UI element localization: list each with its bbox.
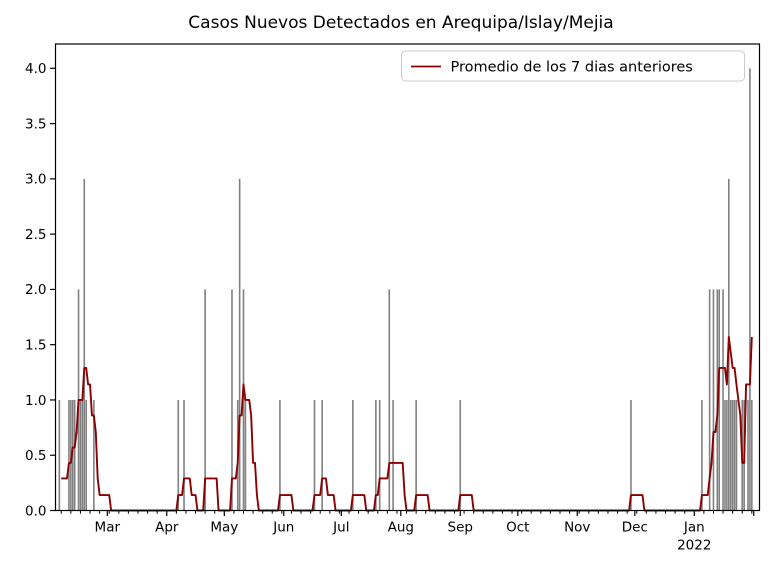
plot-contents: 0.0 0.5 1.0 1.5 2.0 2.5 3.0 3.5 4.0 Mar Apr May Jun J… bbox=[25, 61, 755, 554]
x-tick-label: Jan bbox=[683, 520, 705, 536]
x-tick-label: Nov bbox=[564, 520, 590, 536]
legend-box bbox=[401, 50, 745, 82]
daily-cases-bar bbox=[388, 289, 391, 511]
daily-cases-bar bbox=[718, 289, 721, 511]
y-tick-label: 0.5 bbox=[25, 448, 46, 464]
y-tick-label: 3.0 bbox=[25, 172, 46, 188]
daily-cases-bar bbox=[708, 289, 711, 511]
daily-cases-bar bbox=[244, 399, 247, 511]
daily-cases-bar bbox=[724, 399, 726, 511]
daily-cases-bar bbox=[313, 399, 316, 511]
daily-cases-bar bbox=[81, 399, 84, 511]
daily-cases-bar bbox=[231, 289, 233, 511]
daily-cases-bar bbox=[701, 399, 703, 511]
x-year-label: 2022 bbox=[677, 538, 711, 554]
daily-cases-bar bbox=[85, 399, 87, 511]
daily-cases-bar bbox=[630, 399, 632, 511]
daily-cases-bar bbox=[415, 399, 417, 511]
daily-cases-bar bbox=[58, 399, 61, 511]
daily-cases-bar bbox=[735, 399, 738, 511]
x-tick-label: Jul bbox=[332, 520, 349, 536]
daily-cases-bar bbox=[93, 399, 95, 511]
daily-cases-bar bbox=[751, 399, 753, 511]
daily-cases-bar bbox=[79, 399, 82, 511]
x-tick-label: Aug bbox=[388, 520, 414, 536]
x-tick-label: Mar bbox=[95, 520, 121, 536]
daily-cases-bar bbox=[392, 399, 394, 511]
daily-cases-bar bbox=[726, 399, 728, 511]
x-tick-label: Oct bbox=[506, 520, 529, 536]
daily-cases-bar bbox=[378, 399, 381, 511]
chart-title: Casos Nuevos Detectados en Arequipa/Isla… bbox=[188, 13, 613, 33]
daily-cases-bar bbox=[749, 68, 751, 511]
daily-cases-bar bbox=[73, 399, 76, 511]
daily-cases-bar bbox=[279, 399, 281, 511]
daily-cases-bar bbox=[183, 399, 185, 511]
y-tick-label: 0.0 bbox=[25, 503, 46, 519]
daily-cases-bar bbox=[731, 399, 734, 511]
y-tick-label: 1.5 bbox=[25, 337, 46, 353]
x-tick-label: Sep bbox=[448, 520, 473, 536]
x-tick-label: Jun bbox=[272, 520, 294, 536]
y-tick-label: 3.5 bbox=[25, 116, 46, 132]
plot-border bbox=[54, 43, 761, 512]
y-tick-label: 2.5 bbox=[25, 227, 46, 243]
daily-cases-bar bbox=[321, 399, 323, 511]
x-tick-label: Apr bbox=[155, 520, 179, 536]
daily-cases-bar bbox=[712, 289, 715, 511]
y-tick-label: 4.0 bbox=[25, 61, 46, 77]
daily-cases-bar bbox=[747, 399, 749, 511]
legend: Promedio de los 7 dias anteriores bbox=[401, 50, 745, 82]
daily-cases-bar bbox=[733, 399, 736, 511]
avg-line bbox=[61, 335, 753, 512]
daily-cases-bar bbox=[83, 178, 86, 511]
daily-cases-bar bbox=[204, 289, 206, 511]
daily-cases-bar bbox=[459, 399, 462, 511]
x-tick-label: Dec bbox=[622, 520, 648, 536]
legend-label: Promedio de los 7 dias anteriores bbox=[451, 60, 693, 76]
daily-cases-bar bbox=[242, 289, 245, 511]
daily-cases-bar bbox=[729, 399, 732, 511]
y-tick-label: 2.0 bbox=[25, 282, 46, 298]
daily-cases-bar bbox=[238, 178, 241, 511]
x-tick-label: May bbox=[210, 520, 238, 536]
daily-cases-bar bbox=[68, 399, 70, 511]
daily-cases-bar bbox=[375, 399, 377, 511]
daily-cases-bar bbox=[722, 289, 724, 511]
y-tick-label: 1.0 bbox=[25, 393, 46, 409]
daily-cases-bar bbox=[177, 399, 180, 511]
daily-cases-bar bbox=[352, 399, 354, 511]
